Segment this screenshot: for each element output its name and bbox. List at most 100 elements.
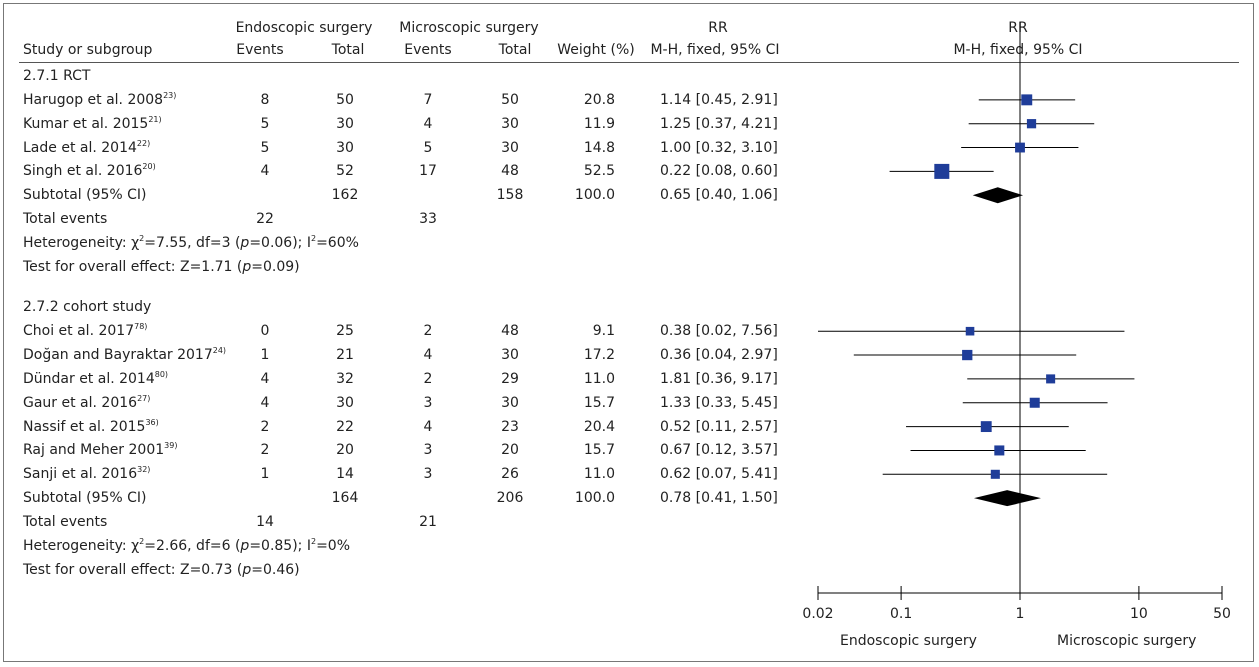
plot-rr-header: RR	[1008, 20, 1028, 36]
microscopic-events: 4	[423, 418, 433, 435]
e-events-header: Events	[236, 42, 284, 58]
overall-effect-test: Test for overall effect: Z=0.73 (p=0.46)	[23, 561, 300, 579]
total-events-endoscopic: 22	[256, 211, 274, 228]
weight-value: 9.1	[592, 323, 615, 340]
p-symbol: p	[240, 537, 250, 554]
i-superscript: 2	[310, 233, 317, 243]
endoscopic-total: 25	[336, 323, 354, 340]
study-reference: 39)	[164, 441, 178, 451]
endoscopic-events: 8	[260, 91, 270, 108]
study-name: Singh et al. 201620)	[23, 162, 156, 180]
figure-frame	[3, 3, 1254, 662]
microscopic-total: 48	[501, 163, 519, 180]
study-reference: 36)	[145, 417, 159, 427]
study-name-text: Lade et al. 2014	[23, 139, 137, 156]
endoscopic-total: 30	[336, 139, 354, 156]
weight-value: 52.5	[583, 163, 615, 180]
rr-ci-value: 0.22 [0.08, 0.60]	[660, 163, 778, 180]
e-total-header: Total	[331, 42, 365, 58]
effect-marker	[934, 163, 950, 179]
weight-value: 15.7	[583, 442, 615, 459]
method-header: M-H, fixed, 95% CI	[650, 42, 780, 58]
study-name: Sanji et al. 201632)	[23, 465, 150, 483]
pooled-effect-diamond	[972, 187, 1024, 204]
heterogeneity-p: =0.85); I	[249, 537, 311, 554]
heterogeneity-values: =7.55, df=3 (	[144, 234, 241, 251]
chi-superscript: 2	[139, 536, 145, 546]
favours-right-label: Microscopic surgery	[1057, 633, 1197, 649]
subtotal-endoscopic-total: 164	[331, 490, 359, 507]
rr-ci-value: 1.00 [0.32, 3.10]	[660, 139, 778, 156]
endoscopic-events: 2	[260, 418, 270, 435]
effect-marker	[965, 326, 975, 336]
study-reference: 27)	[137, 393, 151, 403]
microscopic-events: 4	[423, 115, 433, 132]
heterogeneity-prefix: Heterogeneity:	[23, 234, 132, 251]
study-name-text: Raj and Meher 2001	[23, 442, 165, 459]
study-name-text: Doğan and Bayraktar 2017	[23, 347, 213, 364]
chi-symbol: χ	[131, 234, 140, 251]
study-reference: 20)	[142, 162, 156, 172]
microscopic-events: 5	[423, 139, 433, 156]
rr-ci-value: 1.81 [0.36, 9.17]	[660, 370, 778, 387]
heterogeneity-i2: =0%	[316, 537, 351, 554]
effect-marker	[980, 421, 992, 433]
study-reference: 24)	[212, 346, 227, 356]
study-name-text: Dündar et al. 2014	[23, 370, 155, 387]
microscopic-events: 7	[423, 91, 433, 108]
study-name: Gaur et al. 201627)	[23, 394, 150, 412]
endoscopic-events: 4	[260, 163, 270, 180]
effect-marker	[994, 445, 1005, 456]
m-total-header: Total	[498, 42, 532, 58]
overall-effect-text: Test for overall effect: Z=1.71 (	[23, 258, 243, 275]
p-symbol: p	[242, 258, 252, 275]
chi-superscript: 2	[139, 233, 145, 243]
subgroup-title: 2.7.2 cohort study	[23, 299, 152, 316]
microscopic-events: 2	[423, 370, 433, 387]
effect-marker	[1026, 119, 1037, 129]
study-name-text: Harugop et al. 2008	[23, 91, 164, 108]
favours-left-label: Endoscopic surgery	[840, 633, 977, 649]
x-tick-label: 1	[1016, 606, 1025, 622]
effect-marker	[990, 469, 1000, 479]
subtotal-endoscopic-total: 162	[331, 187, 359, 204]
study-name-text: Sanji et al. 2016	[23, 466, 138, 483]
heterogeneity-values: =2.66, df=6 (	[144, 537, 241, 554]
endoscopic-total: 30	[336, 394, 354, 411]
study-name-text: Singh et al. 2016	[23, 163, 143, 180]
weight-value: 11.0	[583, 370, 615, 387]
group2-header: Microscopic surgery	[399, 20, 539, 36]
weight-value: 15.7	[583, 394, 615, 411]
effect-marker	[1021, 94, 1033, 106]
subtotal-label: Subtotal (95% CI)	[23, 187, 147, 204]
overall-effect-p: =0.46)	[251, 561, 300, 578]
study-reference: 80)	[154, 369, 169, 379]
endoscopic-total: 21	[336, 347, 354, 364]
microscopic-events: 17	[419, 163, 437, 180]
heterogeneity-stat: Heterogeneity: χ2=2.66, df=6 (p=0.85); I…	[23, 537, 350, 555]
endoscopic-total: 20	[336, 442, 354, 459]
overall-effect-p: =0.09)	[251, 258, 300, 275]
microscopic-events: 3	[423, 394, 433, 411]
endoscopic-events: 5	[260, 115, 270, 132]
endoscopic-total: 50	[336, 91, 354, 108]
study-name: Doğan and Bayraktar 201724)	[23, 346, 226, 364]
endoscopic-events: 0	[260, 323, 270, 340]
effect-marker	[1046, 374, 1056, 384]
study-name: Nassif et al. 201536)	[23, 418, 159, 436]
rr-ci-value: 0.38 [0.02, 7.56]	[660, 323, 778, 340]
subtotal-microscopic-total: 206	[496, 490, 524, 507]
endoscopic-total: 22	[336, 418, 354, 435]
heterogeneity-i2: =60%	[316, 234, 359, 251]
rr-ci-value: 1.25 [0.37, 4.21]	[660, 115, 778, 132]
heterogeneity-prefix: Heterogeneity:	[23, 537, 132, 554]
study-name: Choi et al. 201778)	[23, 322, 147, 340]
total-events-microscopic: 33	[419, 211, 437, 228]
x-tick-label: 10	[1130, 606, 1148, 622]
overall-effect-text: Test for overall effect: Z=0.73 (	[23, 561, 243, 578]
study-name-text: Nassif et al. 2015	[23, 418, 146, 435]
microscopic-total: 26	[501, 466, 519, 483]
rr-header: RR	[708, 20, 728, 36]
microscopic-total: 30	[501, 347, 519, 364]
microscopic-events: 3	[423, 442, 433, 459]
